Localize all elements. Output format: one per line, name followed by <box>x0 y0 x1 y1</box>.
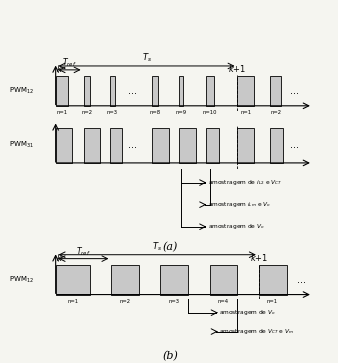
Bar <box>206 76 214 106</box>
Text: $T_{ref}$: $T_{ref}$ <box>76 245 91 258</box>
Bar <box>270 128 283 163</box>
Text: ...: ... <box>290 86 299 96</box>
Text: $k$$+$$1$: $k$$+$$1$ <box>228 63 247 74</box>
Text: n=9: n=9 <box>176 110 187 115</box>
Text: n=10: n=10 <box>203 110 217 115</box>
Bar <box>83 128 100 163</box>
Text: n=3: n=3 <box>107 110 118 115</box>
Bar <box>83 76 90 106</box>
Text: amostragem de $V_o$: amostragem de $V_o$ <box>219 308 276 317</box>
Bar <box>56 128 72 163</box>
Bar <box>179 128 196 163</box>
Text: n=3: n=3 <box>169 299 180 304</box>
Text: amostragem de $V_o$: amostragem de $V_o$ <box>208 222 265 231</box>
Text: n=2: n=2 <box>81 110 92 115</box>
Text: ...: ... <box>128 86 137 96</box>
Text: PWM$_{12}$: PWM$_{12}$ <box>9 86 34 96</box>
Text: n=4: n=4 <box>218 299 229 304</box>
Text: $T_{ref}$: $T_{ref}$ <box>62 56 77 69</box>
Bar <box>111 265 139 295</box>
Text: amostragem de $V_{CT}$ e $V_m$: amostragem de $V_{CT}$ e $V_m$ <box>219 327 294 336</box>
Bar <box>56 76 68 106</box>
Text: ...: ... <box>297 275 306 285</box>
Bar <box>152 76 158 106</box>
Text: n=1: n=1 <box>56 110 68 115</box>
Text: PWM$_{31}$: PWM$_{31}$ <box>9 140 34 150</box>
Text: $k$: $k$ <box>56 252 63 263</box>
Text: $k$: $k$ <box>56 63 63 74</box>
Bar <box>210 265 238 295</box>
Text: PWM$_{12}$: PWM$_{12}$ <box>9 275 34 285</box>
Text: $T_s$: $T_s$ <box>142 52 151 64</box>
Bar <box>110 128 122 163</box>
Bar <box>238 128 254 163</box>
Bar <box>238 76 255 106</box>
Text: n=1: n=1 <box>67 299 78 304</box>
Bar <box>110 76 115 106</box>
Text: n=1: n=1 <box>240 110 251 115</box>
Text: ...: ... <box>128 140 137 150</box>
Bar <box>259 265 287 295</box>
Bar <box>161 265 188 295</box>
Bar <box>56 265 90 295</box>
Text: n=2: n=2 <box>120 299 131 304</box>
Bar <box>206 128 219 163</box>
Text: (a): (a) <box>163 242 178 252</box>
Text: n=8: n=8 <box>149 110 161 115</box>
Text: ...: ... <box>290 140 299 150</box>
Text: $T_s$: $T_s$ <box>152 241 162 253</box>
Bar <box>270 76 281 106</box>
Bar <box>179 76 184 106</box>
Text: amostragem de $i_{L2}$ e $V_{CT}$: amostragem de $i_{L2}$ e $V_{CT}$ <box>208 178 282 187</box>
Bar <box>152 128 169 163</box>
Text: n=2: n=2 <box>270 110 281 115</box>
Text: n=1: n=1 <box>267 299 278 304</box>
Text: $k$$+$$1$: $k$$+$$1$ <box>249 252 268 263</box>
Text: amostragem $i_{Lm}$ e $V_o$: amostragem $i_{Lm}$ e $V_o$ <box>208 200 271 209</box>
Text: (b): (b) <box>162 350 178 361</box>
